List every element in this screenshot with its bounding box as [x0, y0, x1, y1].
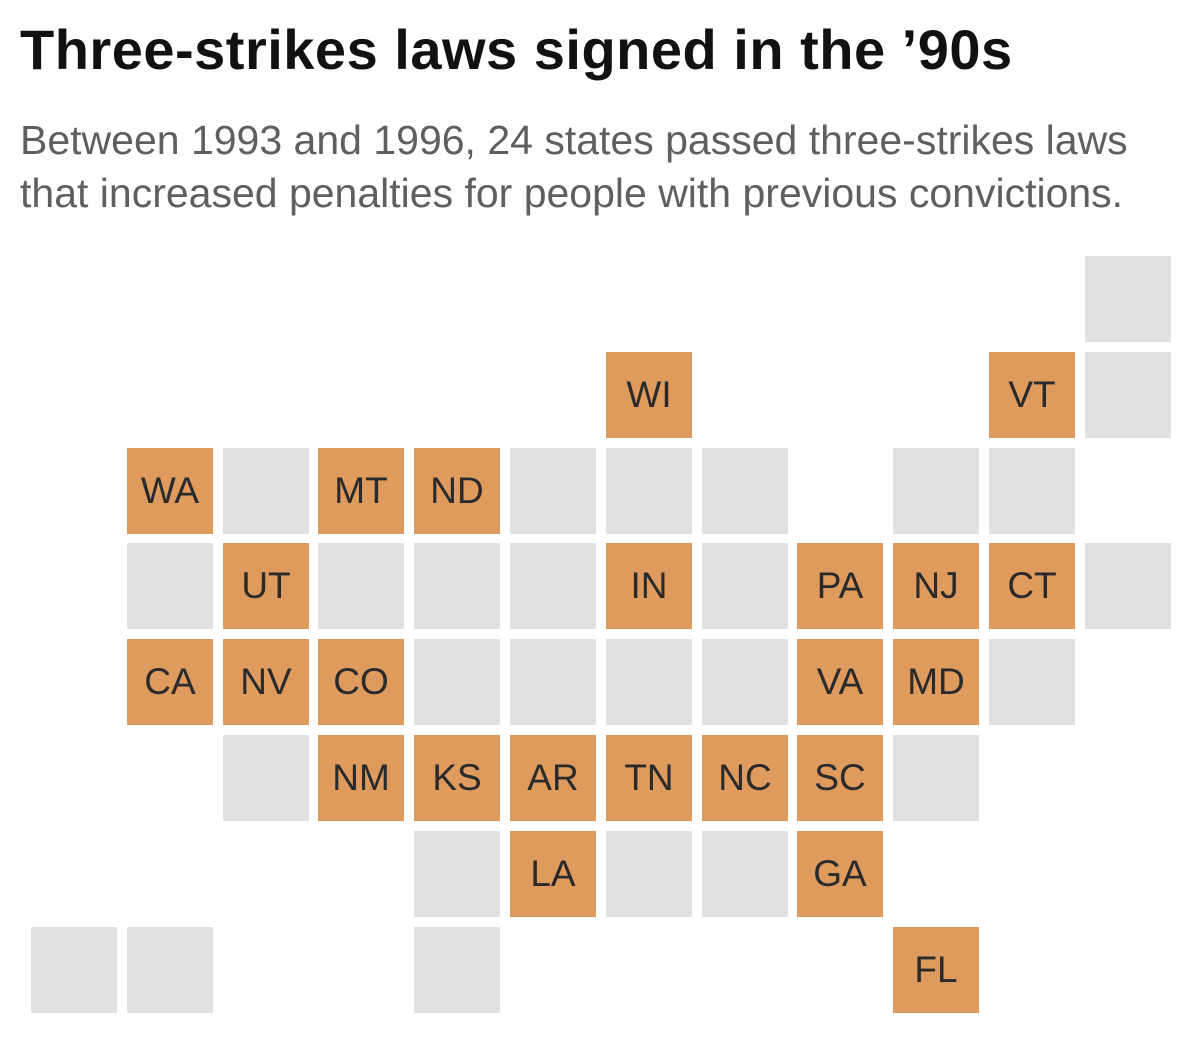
state-tile-unlabeled: [223, 448, 309, 534]
state-tile-ar: AR: [510, 735, 596, 821]
state-tile-co: CO: [318, 639, 404, 725]
state-tile-la: LA: [510, 831, 596, 917]
state-tile-va: VA: [797, 639, 883, 725]
state-tile-unlabeled: [510, 448, 596, 534]
page-title: Three-strikes laws signed in the ’90s: [20, 18, 1013, 81]
state-tile-sc: SC: [797, 735, 883, 821]
state-tile-md: MD: [893, 639, 979, 725]
state-tile-ut: UT: [223, 543, 309, 629]
state-tile-unlabeled: [318, 543, 404, 629]
state-tile-ct: CT: [989, 543, 1075, 629]
state-tile-in: IN: [606, 543, 692, 629]
state-tile-ga: GA: [797, 831, 883, 917]
state-tile-fl: FL: [893, 927, 979, 1013]
state-tile-unlabeled: [1085, 543, 1171, 629]
state-tile-nj: NJ: [893, 543, 979, 629]
state-tile-unlabeled: [893, 735, 979, 821]
state-tile-wa: WA: [127, 448, 213, 534]
state-tile-unlabeled: [414, 927, 500, 1013]
state-tile-ca: CA: [127, 639, 213, 725]
state-tile-mt: MT: [318, 448, 404, 534]
state-tile-unlabeled: [510, 543, 596, 629]
state-tile-vt: VT: [989, 352, 1075, 438]
state-tile-unlabeled: [31, 927, 117, 1013]
state-tile-unlabeled: [702, 639, 788, 725]
state-tile-nc: NC: [702, 735, 788, 821]
state-tile-unlabeled: [893, 448, 979, 534]
page-subtitle: Between 1993 and 1996, 24 states passed …: [20, 117, 1128, 216]
state-tile-unlabeled: [1085, 256, 1171, 342]
state-tile-unlabeled: [606, 448, 692, 534]
state-tile-unlabeled: [414, 831, 500, 917]
state-tile-nv: NV: [223, 639, 309, 725]
state-tile-unlabeled: [702, 448, 788, 534]
state-tile-unlabeled: [702, 831, 788, 917]
state-tile-unlabeled: [510, 639, 596, 725]
state-tile-pa: PA: [797, 543, 883, 629]
state-tile-ks: KS: [414, 735, 500, 821]
state-tile-unlabeled: [989, 639, 1075, 725]
state-tile-unlabeled: [414, 639, 500, 725]
state-tile-unlabeled: [989, 448, 1075, 534]
state-tile-unlabeled: [127, 927, 213, 1013]
state-tile-unlabeled: [1085, 352, 1171, 438]
state-tile-nm: NM: [318, 735, 404, 821]
state-tile-unlabeled: [606, 639, 692, 725]
state-tile-unlabeled: [414, 543, 500, 629]
state-tile-unlabeled: [702, 543, 788, 629]
state-tile-unlabeled: [223, 735, 309, 821]
state-tile-unlabeled: [606, 831, 692, 917]
state-tile-wi: WI: [606, 352, 692, 438]
state-tile-tn: TN: [606, 735, 692, 821]
state-tile-unlabeled: [127, 543, 213, 629]
state-tile-nd: ND: [414, 448, 500, 534]
